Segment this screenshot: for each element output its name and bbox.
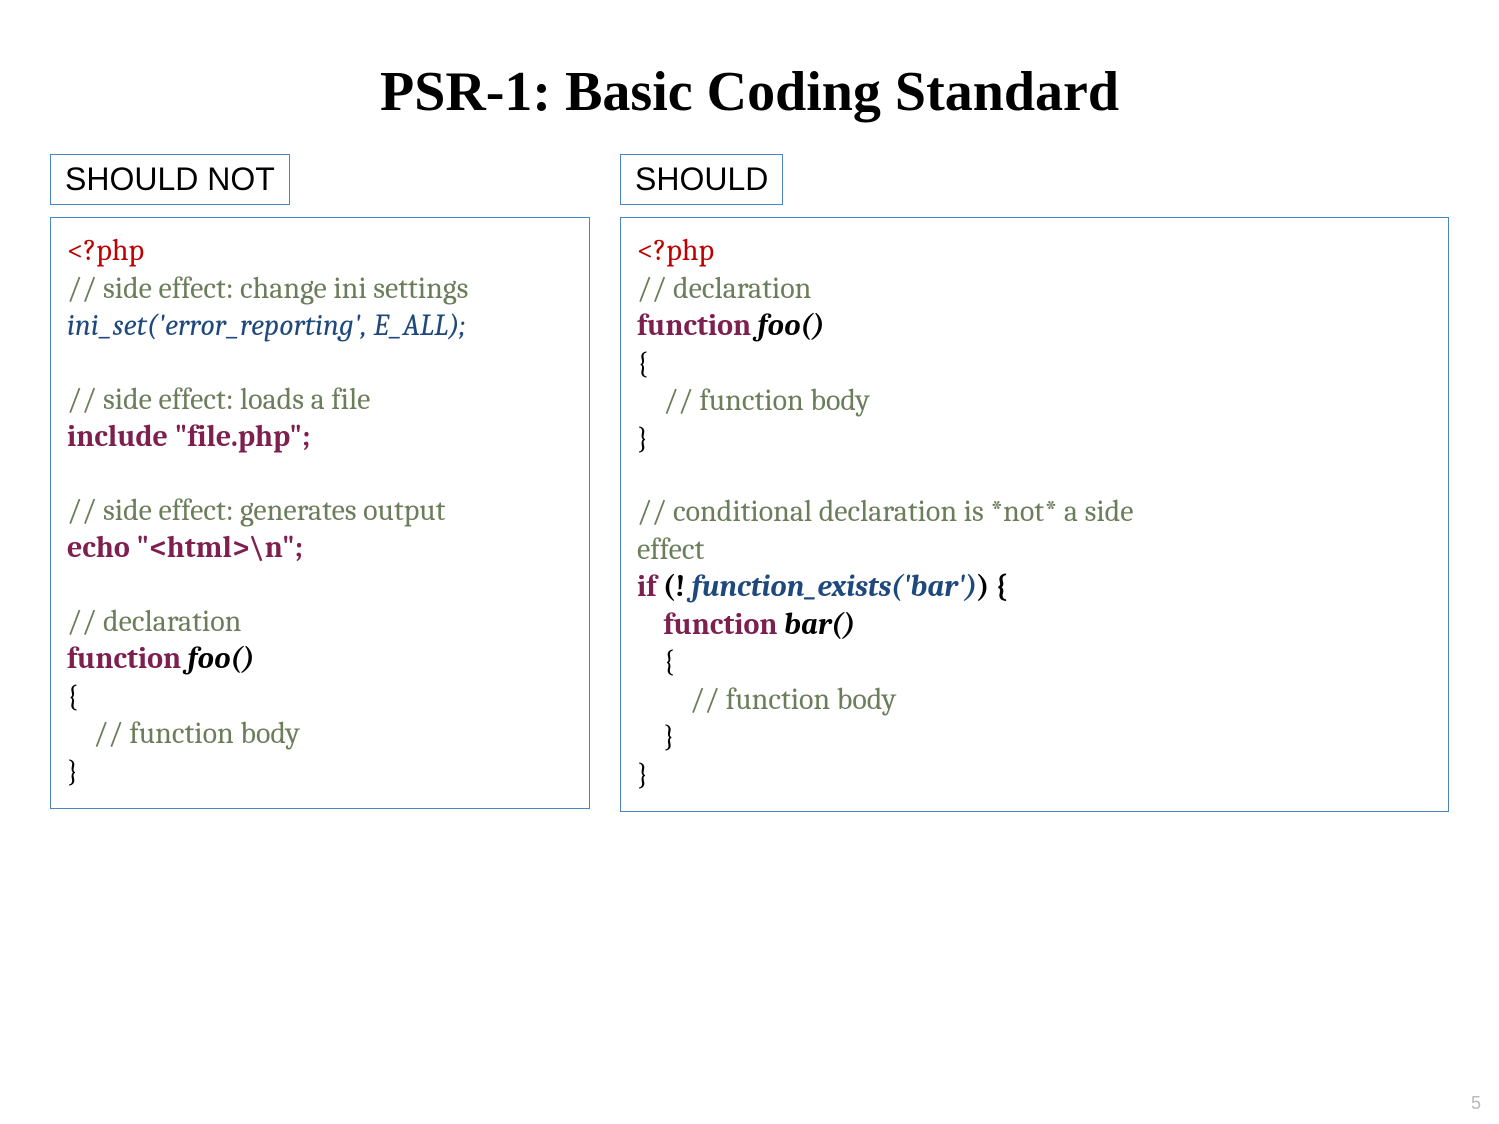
slide-title: PSR-1: Basic Coding Standard xyxy=(50,60,1449,124)
code-line: function foo() xyxy=(637,307,1432,345)
code-line: function foo() xyxy=(67,640,573,678)
comment: // declaration xyxy=(67,603,573,641)
keyword-function: function xyxy=(663,607,784,642)
column-should-not: SHOULD NOT <?php // side effect: change … xyxy=(50,154,590,809)
blank-line xyxy=(67,345,573,381)
string: "file.php"; xyxy=(175,419,311,454)
comment: effect xyxy=(637,531,1432,569)
comment: // function body xyxy=(637,681,1432,719)
comment: // function body xyxy=(637,382,1432,420)
keyword-include: include xyxy=(67,419,175,454)
brace: } xyxy=(637,718,1432,756)
blank-line xyxy=(637,457,1432,493)
comment: // side effect: change ini settings xyxy=(67,270,573,308)
function-name: bar() xyxy=(784,607,855,642)
brace: } xyxy=(67,753,573,791)
codebox-should: <?php // declaration function foo() { //… xyxy=(620,217,1449,812)
blank-line xyxy=(67,567,573,603)
keyword-function: function xyxy=(637,308,758,343)
comment: // declaration xyxy=(637,270,1432,308)
indent xyxy=(637,607,663,642)
code-line: ini_set('error_reporting', E_ALL); xyxy=(67,307,573,345)
keyword-echo: echo xyxy=(67,530,136,565)
keyword-function: function xyxy=(67,641,188,676)
codebox-should-not: <?php // side effect: change ini setting… xyxy=(50,217,590,809)
string: "<html>\n"; xyxy=(136,530,303,565)
columns: SHOULD NOT <?php // side effect: change … xyxy=(50,154,1449,812)
paren: ) { xyxy=(977,569,1008,604)
comment: // conditional declaration is *not* a si… xyxy=(637,493,1432,531)
code-line: echo "<html>\n"; xyxy=(67,529,573,567)
function-call: function_exists('bar') xyxy=(692,569,977,604)
function-name: foo() xyxy=(758,308,825,343)
comment: // side effect: generates output xyxy=(67,492,573,530)
tag-should: SHOULD xyxy=(620,154,783,205)
paren: (! xyxy=(663,569,692,604)
tag-should-not: SHOULD NOT xyxy=(50,154,290,205)
slide: PSR-1: Basic Coding Standard SHOULD NOT … xyxy=(0,0,1499,1124)
brace: { xyxy=(637,345,1432,383)
php-open-tag: <?php xyxy=(637,233,714,268)
code-line: function bar() xyxy=(637,606,1432,644)
brace: } xyxy=(637,420,1432,458)
blank-line xyxy=(67,456,573,492)
brace: } xyxy=(637,756,1432,794)
brace: { xyxy=(67,678,573,716)
function-name: foo() xyxy=(188,641,255,676)
page-number: 5 xyxy=(1471,1093,1481,1114)
comment: // side effect: loads a file xyxy=(67,381,573,419)
php-open-tag: <?php xyxy=(67,233,144,268)
code-line: include "file.php"; xyxy=(67,418,573,456)
code-line: if (! function_exists('bar')) { xyxy=(637,568,1432,606)
comment: // function body xyxy=(67,715,573,753)
keyword-if: if xyxy=(637,569,663,604)
brace: { xyxy=(637,643,1432,681)
column-should: SHOULD <?php // declaration function foo… xyxy=(620,154,1449,812)
